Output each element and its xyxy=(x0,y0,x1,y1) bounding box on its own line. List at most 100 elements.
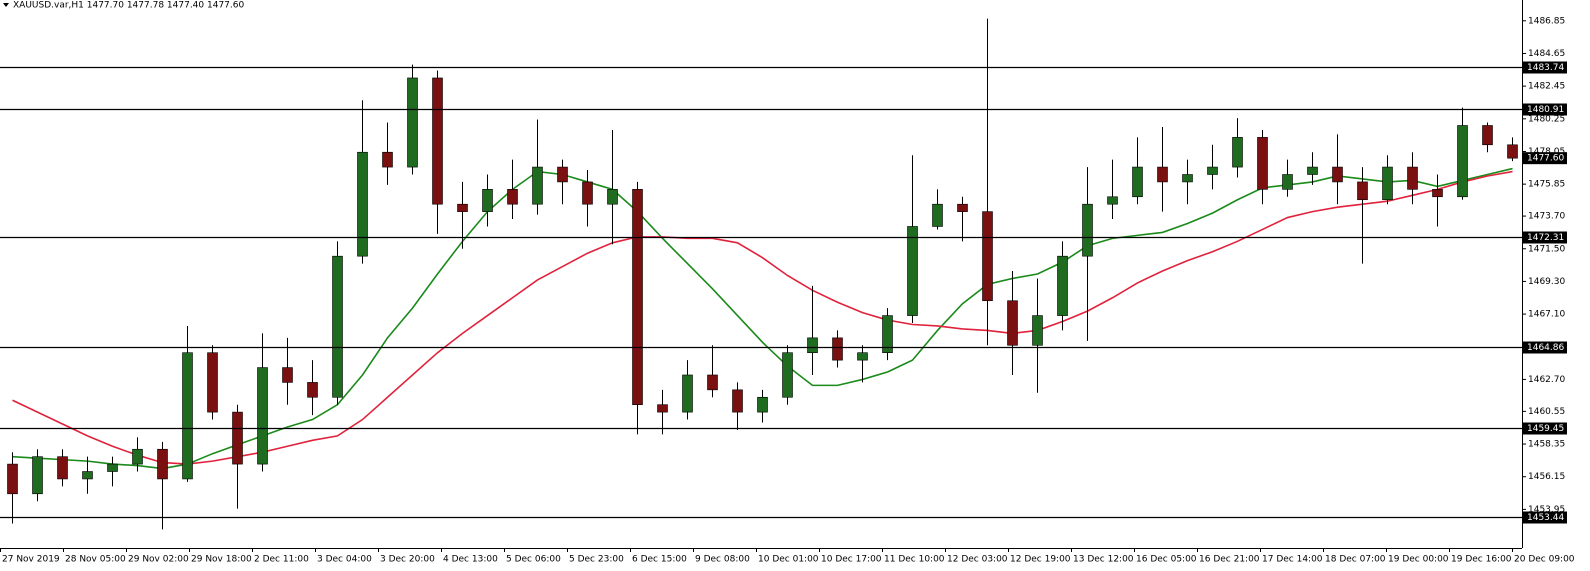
x-tick-label: 18 Dec 07:00 xyxy=(1325,555,1386,565)
candle-body xyxy=(32,456,43,495)
plot-area xyxy=(7,18,1518,530)
candle-body xyxy=(557,166,568,183)
candle-body xyxy=(932,203,943,227)
level-label: 1464.86 xyxy=(1527,343,1564,353)
candle-body xyxy=(1507,144,1518,159)
x-tick-label: 10 Dec 01:00 xyxy=(758,555,819,565)
level-label-box xyxy=(1523,341,1567,354)
x-tick-label: 27 Nov 2019 xyxy=(2,555,60,565)
level-label: 1480.91 xyxy=(1527,105,1564,115)
candle-body xyxy=(832,337,843,361)
candle-body xyxy=(107,463,118,472)
candle-body xyxy=(1307,166,1318,175)
candle-body xyxy=(682,374,693,413)
level-label: 1453.44 xyxy=(1527,513,1564,523)
chart-title: XAUUSD.var,H1 1477.70 1477.78 1477.40 14… xyxy=(13,1,244,11)
y-tick-label: 1471.50 xyxy=(1528,244,1565,254)
candle-body xyxy=(1232,137,1243,168)
candle-body xyxy=(1157,166,1168,183)
candle-body xyxy=(332,255,343,398)
y-tick-label: 1475.85 xyxy=(1528,180,1565,190)
candle-body xyxy=(1407,166,1418,190)
x-tick-label: 16 Dec 05:00 xyxy=(1136,555,1197,565)
y-tick-label: 1478.05 xyxy=(1528,147,1565,157)
candle-body xyxy=(1007,300,1018,346)
x-tick-label: 12 Dec 19:00 xyxy=(1010,555,1071,565)
candle-body xyxy=(432,77,443,205)
candle-body xyxy=(957,203,968,212)
candle-body xyxy=(982,211,993,302)
candle-body xyxy=(632,189,643,405)
candle-body xyxy=(732,389,743,413)
x-tick-label: 5 Dec 23:00 xyxy=(569,555,624,565)
x-tick-label: 11 Dec 10:00 xyxy=(884,555,945,565)
last-price-label: 1477.60 xyxy=(1527,154,1564,164)
x-tick-label: 16 Dec 21:00 xyxy=(1199,555,1260,565)
x-tick-label: 10 Dec 17:00 xyxy=(821,555,882,565)
candle-body xyxy=(1057,255,1068,316)
level-label-box xyxy=(1523,103,1567,116)
candle-body xyxy=(757,396,768,413)
candle-body xyxy=(1282,174,1293,190)
candle-body xyxy=(57,456,68,480)
candle-body xyxy=(1132,166,1143,198)
candle-body xyxy=(907,226,918,316)
x-tick-label: 19 Dec 16:00 xyxy=(1451,555,1512,565)
candle-body xyxy=(407,77,418,168)
level-label: 1459.45 xyxy=(1527,424,1564,434)
candle-body xyxy=(532,166,543,205)
y-tick-label: 1453.95 xyxy=(1528,505,1565,515)
y-tick-label: 1486.85 xyxy=(1528,16,1565,26)
candle-body xyxy=(1457,125,1468,198)
level-label-box xyxy=(1523,422,1567,435)
candle-body xyxy=(232,411,243,465)
candle-body xyxy=(782,352,793,398)
level-label: 1472.31 xyxy=(1527,233,1564,243)
candle-body xyxy=(7,463,18,495)
y-tick-label: 1469.30 xyxy=(1528,277,1565,287)
candle-body xyxy=(1332,166,1343,183)
candle-body xyxy=(307,382,318,398)
candle-body xyxy=(1482,125,1493,146)
candle-body xyxy=(1182,174,1193,183)
candle-body xyxy=(132,448,143,465)
x-tick-label: 12 Dec 03:00 xyxy=(947,555,1008,565)
x-tick-label: 3 Dec 04:00 xyxy=(317,555,372,565)
candle-body xyxy=(507,189,518,205)
candle-body xyxy=(857,352,868,361)
candle-body xyxy=(882,315,893,354)
candle-body xyxy=(1032,315,1043,346)
y-tick-label: 1480.25 xyxy=(1528,114,1565,124)
candle-body xyxy=(1257,137,1268,190)
y-tick-label: 1456.15 xyxy=(1528,472,1565,482)
menu-triangle xyxy=(3,3,9,7)
x-tick-label: 29 Nov 18:00 xyxy=(191,555,252,565)
x-tick-label: 28 Nov 05:00 xyxy=(65,555,126,565)
candle-body xyxy=(482,189,493,212)
y-tick-label: 1460.55 xyxy=(1528,407,1565,417)
y-tick-label: 1482.45 xyxy=(1528,82,1565,92)
candle-body xyxy=(157,448,168,480)
x-tick-label: 6 Dec 15:00 xyxy=(632,555,687,565)
candle-body xyxy=(1432,189,1443,198)
candle-body xyxy=(657,404,668,413)
candle-body xyxy=(1207,166,1218,175)
candle-body xyxy=(607,189,618,205)
level-label-box xyxy=(1523,511,1567,524)
x-tick-label: 17 Dec 14:00 xyxy=(1262,555,1323,565)
level-label-box xyxy=(1523,61,1567,74)
x-tick-label: 3 Dec 20:00 xyxy=(380,555,435,565)
candle-body xyxy=(257,367,268,465)
y-tick-label: 1458.35 xyxy=(1528,440,1565,450)
x-tick-label: 19 Dec 00:00 xyxy=(1388,555,1449,565)
x-tick-label: 4 Dec 13:00 xyxy=(443,555,498,565)
y-tick-label: 1473.70 xyxy=(1528,212,1565,222)
candle-body xyxy=(207,352,218,413)
candle-body xyxy=(1107,196,1118,205)
candle-body xyxy=(707,374,718,391)
x-tick-label: 20 Dec 09:00 xyxy=(1514,555,1575,565)
candle-body xyxy=(582,181,593,205)
candle-body xyxy=(1082,203,1093,257)
